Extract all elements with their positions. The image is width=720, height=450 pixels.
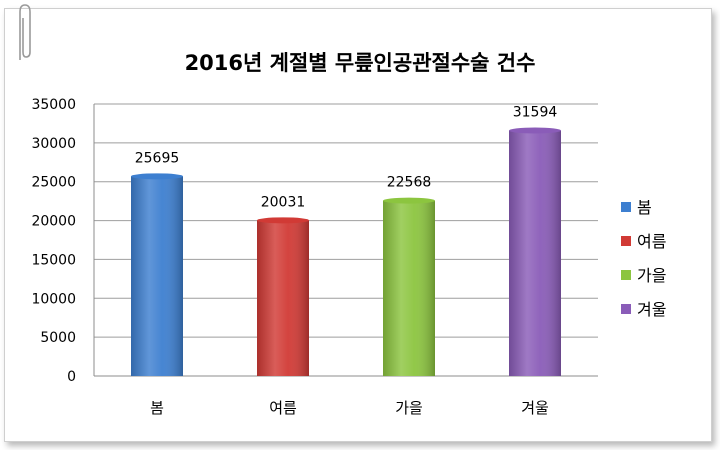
bar-top <box>257 217 309 224</box>
legend-label: 가을 <box>637 266 666 285</box>
legend-label: 겨울 <box>637 300 666 319</box>
x-tick-label: 겨울 <box>521 399 549 417</box>
y-tick-label: 25000 <box>31 175 76 191</box>
data-label: 22568 <box>387 175 432 191</box>
y-tick-label: 20000 <box>31 214 76 230</box>
y-tick-label: 30000 <box>31 136 76 152</box>
legend-swatch <box>621 304 631 314</box>
data-label: 20031 <box>261 194 306 210</box>
data-label: 25695 <box>135 150 180 166</box>
y-tick-label: 5000 <box>40 330 76 346</box>
legend-swatch <box>621 236 631 246</box>
bar-top <box>509 127 561 134</box>
data-label: 31594 <box>513 104 558 120</box>
y-tick-label: 0 <box>67 369 76 385</box>
bar-top <box>383 197 435 204</box>
bar-shading <box>257 220 309 376</box>
paperclip-icon <box>19 4 31 60</box>
x-tick-label: 가을 <box>395 399 423 417</box>
bar-shading <box>383 200 435 376</box>
y-tick-label: 10000 <box>31 291 76 307</box>
bar-top <box>131 173 183 180</box>
y-tick-label: 35000 <box>31 97 76 113</box>
bar-shading <box>131 176 183 376</box>
y-tick-label: 15000 <box>31 252 76 268</box>
legend-label: 봄 <box>637 198 652 217</box>
chart-title: 2016년 계절별 무릎인공관절수술 건수 <box>185 51 536 75</box>
legend-swatch <box>621 270 631 280</box>
legend-label: 여름 <box>637 232 666 251</box>
x-tick-label: 여름 <box>269 399 297 417</box>
bar-shading <box>509 130 561 376</box>
legend-swatch <box>621 202 631 212</box>
x-tick-label: 봄 <box>150 399 164 417</box>
chart-frame <box>4 8 712 442</box>
